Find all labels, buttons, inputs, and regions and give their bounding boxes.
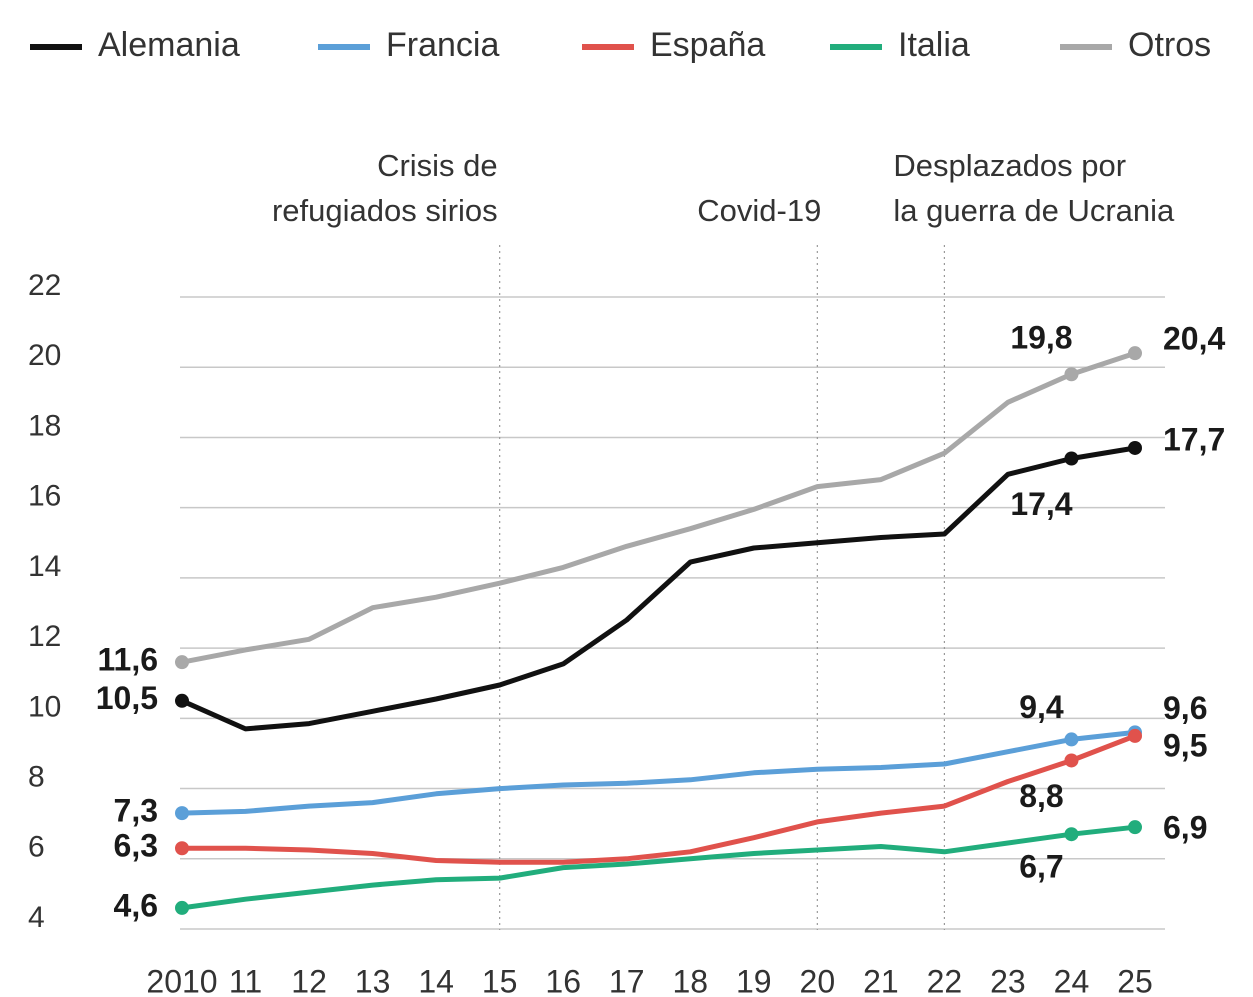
point-marker — [175, 655, 189, 670]
point-marker — [1064, 732, 1079, 747]
value-label: 6,9 — [1163, 810, 1207, 846]
point-marker — [1128, 820, 1142, 835]
legend-label: Alemania — [98, 26, 240, 64]
value-label: 9,6 — [1163, 690, 1207, 726]
value-label: 9,5 — [1163, 727, 1207, 763]
x-tick-label: 25 — [1117, 963, 1153, 997]
x-tick-label: 24 — [1054, 963, 1090, 997]
value-label: 9,4 — [1019, 689, 1064, 725]
value-label: 8,8 — [1019, 778, 1063, 814]
x-tick-label: 21 — [863, 963, 899, 997]
legend-label: España — [650, 26, 765, 64]
point-marker — [1128, 728, 1142, 743]
value-label: 20,4 — [1163, 321, 1225, 357]
point-marker — [1128, 440, 1142, 455]
series-line — [181, 729, 1136, 816]
value-label: 17,7 — [1163, 421, 1225, 457]
x-tick-label: 14 — [418, 963, 454, 997]
legend-label: Francia — [386, 26, 499, 64]
y-tick-label: 16 — [28, 480, 61, 513]
point-marker — [1064, 367, 1079, 382]
point-marker — [175, 693, 189, 708]
annotation: Crisis de — [377, 148, 498, 183]
y-tick-label: 18 — [28, 409, 61, 442]
legend-label: Italia — [898, 26, 970, 64]
x-tick-label: 12 — [291, 963, 327, 997]
x-tick-label: 22 — [927, 963, 963, 997]
x-tick-label: 15 — [482, 963, 518, 997]
x-tick-label: 23 — [990, 963, 1026, 997]
annotation: refugiados sirios — [272, 193, 498, 228]
series-line — [181, 350, 1136, 665]
point-marker — [1064, 451, 1079, 466]
value-label: 19,8 — [1010, 320, 1072, 356]
y-tick-label: 8 — [28, 760, 45, 793]
y-tick-label: 4 — [28, 901, 45, 934]
point-marker — [1064, 753, 1079, 768]
y-tick-label: 6 — [28, 831, 45, 864]
x-tick-label: 11 — [229, 963, 262, 997]
value-label: 6,7 — [1019, 849, 1063, 885]
point-marker — [175, 841, 189, 856]
x-tick-label: 19 — [736, 963, 772, 997]
y-tick-label: 10 — [28, 690, 61, 723]
x-tick-label: 2010 — [146, 963, 217, 997]
point-marker — [1128, 346, 1142, 361]
x-tick-label: 13 — [355, 963, 391, 997]
y-tick-label: 20 — [28, 339, 61, 372]
x-tick-label: 18 — [672, 963, 708, 997]
x-tick-label: 17 — [609, 963, 645, 997]
value-label: 4,6 — [114, 887, 158, 923]
y-tick-label: 14 — [28, 550, 61, 583]
legend-label: Otros — [1128, 26, 1211, 64]
x-tick-label: 16 — [545, 963, 581, 997]
y-tick-label: 12 — [28, 620, 61, 653]
point-marker — [1064, 827, 1079, 842]
annotation: Covid-19 — [697, 193, 821, 228]
series-line — [181, 824, 1136, 911]
series-line — [180, 445, 1136, 732]
annotation: Desplazados por — [893, 148, 1126, 183]
series-line — [182, 733, 1136, 865]
y-tick-label: 22 — [28, 269, 61, 302]
value-label: 11,6 — [97, 642, 158, 678]
value-label: 17,4 — [1010, 486, 1072, 522]
value-label: 6,3 — [114, 828, 158, 864]
x-tick-label: 20 — [800, 963, 836, 997]
point-marker — [175, 806, 189, 821]
value-label: 7,3 — [114, 793, 158, 829]
annotation: la guerra de Ucrania — [893, 193, 1175, 228]
value-label: 10,5 — [96, 680, 158, 716]
point-marker — [175, 900, 189, 915]
